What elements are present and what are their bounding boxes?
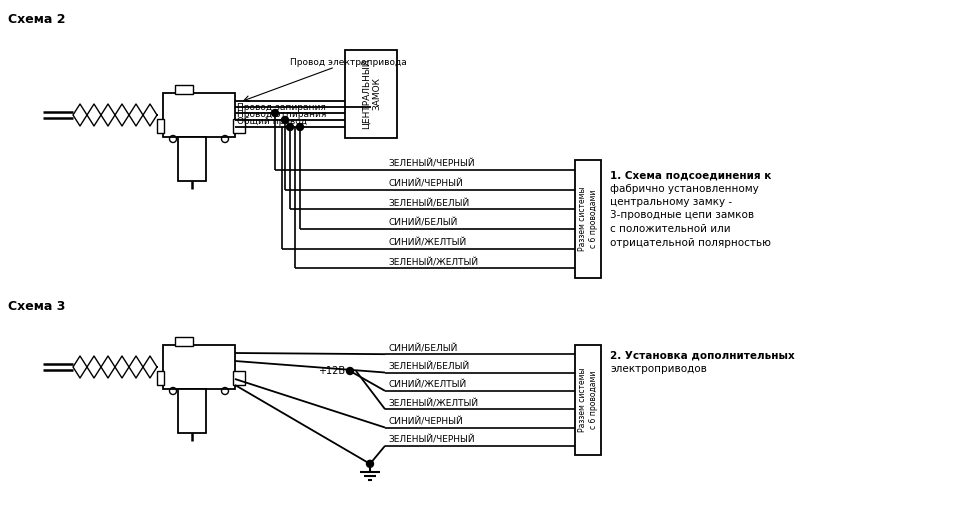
Text: 2. Установка дополнительных: 2. Установка дополнительных [610,350,795,360]
Text: ЗЕЛЕНЫЙ/ЖЕЛТЫЙ: ЗЕЛЕНЫЙ/ЖЕЛТЫЙ [388,399,478,408]
Text: 3-проводные цепи замков: 3-проводные цепи замков [610,210,755,220]
Text: ЗЕЛЕНЫЙ/БЕЛЫЙ: ЗЕЛЕНЫЙ/БЕЛЫЙ [388,199,469,208]
Text: электроприводов: электроприводов [610,364,707,374]
Text: ЦЕНТРАЛЬНЫЙ
ЗАМОК: ЦЕНТРАЛЬНЫЙ ЗАМОК [361,59,381,129]
Text: СИНИЙ/ЧЕРНЫЙ: СИНИЙ/ЧЕРНЫЙ [388,417,463,426]
Bar [178,389,206,433]
Circle shape [347,367,354,374]
Text: СИНИЙ/ЖЕЛТЫЙ: СИНИЙ/ЖЕЛТЫЙ [388,381,466,390]
Text: СИНИЙ/ЖЕЛТЫЙ: СИНИЙ/ЖЕЛТЫЙ [388,238,466,247]
Circle shape [286,124,293,131]
Text: Раззем системы
с 6 проводами: Раззем системы с 6 проводами [578,187,598,251]
Bar [345,50,397,138]
Text: Схема 3: Схема 3 [8,300,66,313]
Text: +12В: +12В [318,366,345,376]
Text: СИНИЙ/БЕЛЫЙ: СИНИЙ/БЕЛЫЙ [388,344,458,353]
Text: ЗЕЛЕНЫЙ/ЧЕРНЫЙ: ЗЕЛЕНЫЙ/ЧЕРНЫЙ [388,436,474,445]
Bar [575,345,601,455]
Bar [175,337,193,346]
Text: Провод электропривода: Провод электропривода [290,58,407,67]
Text: фабрично установленному: фабрично установленному [610,184,759,193]
Text: ЗЕЛЕНЫЙ/ЖЕЛТЫЙ: ЗЕЛЕНЫЙ/ЖЕЛТЫЙ [388,258,478,267]
Circle shape [367,460,373,467]
Text: отрицательной полярностью: отрицательной полярностью [610,237,771,247]
Bar [233,371,245,385]
Bar [163,345,235,389]
Text: центральному замку -: центральному замку - [610,197,732,207]
Text: Провод запирания: Провод запирания [237,103,326,112]
Bar [175,85,193,94]
Text: СИНИЙ/БЕЛЫЙ: СИНИЙ/БЕЛЫЙ [388,219,458,228]
Text: с положительной или: с положительной или [610,224,731,234]
Bar [575,160,601,278]
Bar [163,93,235,137]
Bar [178,137,206,181]
Bar [233,119,245,133]
Text: Раззем системы
с 6 проводами: Раззем системы с 6 проводами [578,368,598,432]
Text: ЗЕЛЕНЫЙ/БЕЛЫЙ: ЗЕЛЕНЫЙ/БЕЛЫЙ [388,363,469,372]
Bar [157,119,164,133]
Text: Общий провод: Общий провод [237,117,307,126]
Text: Провод отпирания: Провод отпирания [237,110,326,119]
Text: ЗЕЛЕНЫЙ/ЧЕРНЫЙ: ЗЕЛЕНЫЙ/ЧЕРНЫЙ [388,160,474,169]
Text: СИНИЙ/ЧЕРНЫЙ: СИНИЙ/ЧЕРНЫЙ [388,179,463,189]
Circle shape [297,124,304,131]
Text: 1. Схема подсоединения к: 1. Схема подсоединения к [610,170,771,180]
Text: Схема 2: Схема 2 [8,13,66,26]
Bar [157,371,164,385]
Circle shape [271,109,278,116]
Circle shape [281,116,288,124]
